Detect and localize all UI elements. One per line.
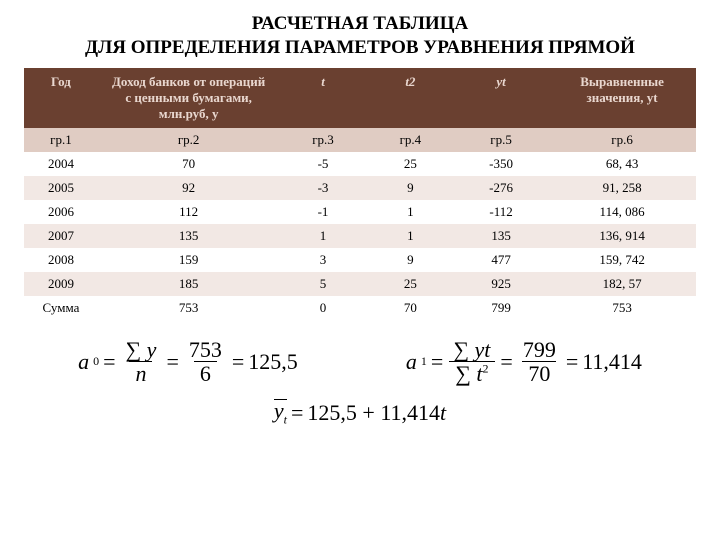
table-row: 2006112-11-112114, 086 bbox=[24, 200, 696, 224]
th-aligned: Выравненные значения, yt bbox=[548, 68, 696, 129]
th-t: t bbox=[279, 68, 366, 129]
th-income: Доход банков от операций с ценными бумаг… bbox=[98, 68, 279, 129]
table-row: 2009185525925182, 57 bbox=[24, 272, 696, 296]
th-t2: t2 bbox=[367, 68, 454, 129]
formula-ybar: yt = 125,5 + 11,414t bbox=[24, 399, 696, 425]
table-row: 200713511135136, 914 bbox=[24, 224, 696, 248]
formula-row-top: a0 = ∑ y n = 753 6 = 125,5 a1 = ∑ yt ∑ t… bbox=[24, 338, 696, 385]
formula-a0: a0 = ∑ y n = 753 6 = 125,5 bbox=[78, 338, 298, 385]
title-line2: ДЛЯ ОПРЕДЕЛЕНИЯ ПАРАМЕТРОВ УРАВНЕНИЯ ПРЯ… bbox=[85, 37, 635, 58]
formulas-block: a0 = ∑ y n = 753 6 = 125,5 a1 = ∑ yt ∑ t… bbox=[24, 338, 696, 426]
table-header-row: Год Доход банков от операций с ценными б… bbox=[24, 68, 696, 129]
calc-table: Год Доход банков от операций с ценными б… bbox=[24, 68, 696, 321]
th-year: Год bbox=[24, 68, 98, 129]
page-title: РАСЧЕТНАЯ ТАБЛИЦА ДЛЯ ОПРЕДЕЛЕНИЯ ПАРАМЕ… bbox=[24, 12, 696, 60]
table-row: 200815939477159, 742 bbox=[24, 248, 696, 272]
ybar-rhs: 125,5 + 11,414t bbox=[307, 400, 446, 426]
table-body: гр.1 гр.2 гр.3 гр.4 гр.5 гр.6 200470-525… bbox=[24, 128, 696, 320]
th-yt: yt bbox=[454, 68, 548, 129]
title-line1: РАСЧЕТНАЯ ТАБЛИЦА bbox=[252, 13, 468, 34]
formula-a1: a1 = ∑ yt ∑ t2 = 799 70 = 11,414 bbox=[406, 338, 642, 385]
table-sum-row: Сумма753070799753 bbox=[24, 296, 696, 320]
table-row: 200470-525-35068, 43 bbox=[24, 152, 696, 176]
table-group-row: гр.1 гр.2 гр.3 гр.4 гр.5 гр.6 bbox=[24, 128, 696, 152]
table-row: 200592-39-27691, 258 bbox=[24, 176, 696, 200]
